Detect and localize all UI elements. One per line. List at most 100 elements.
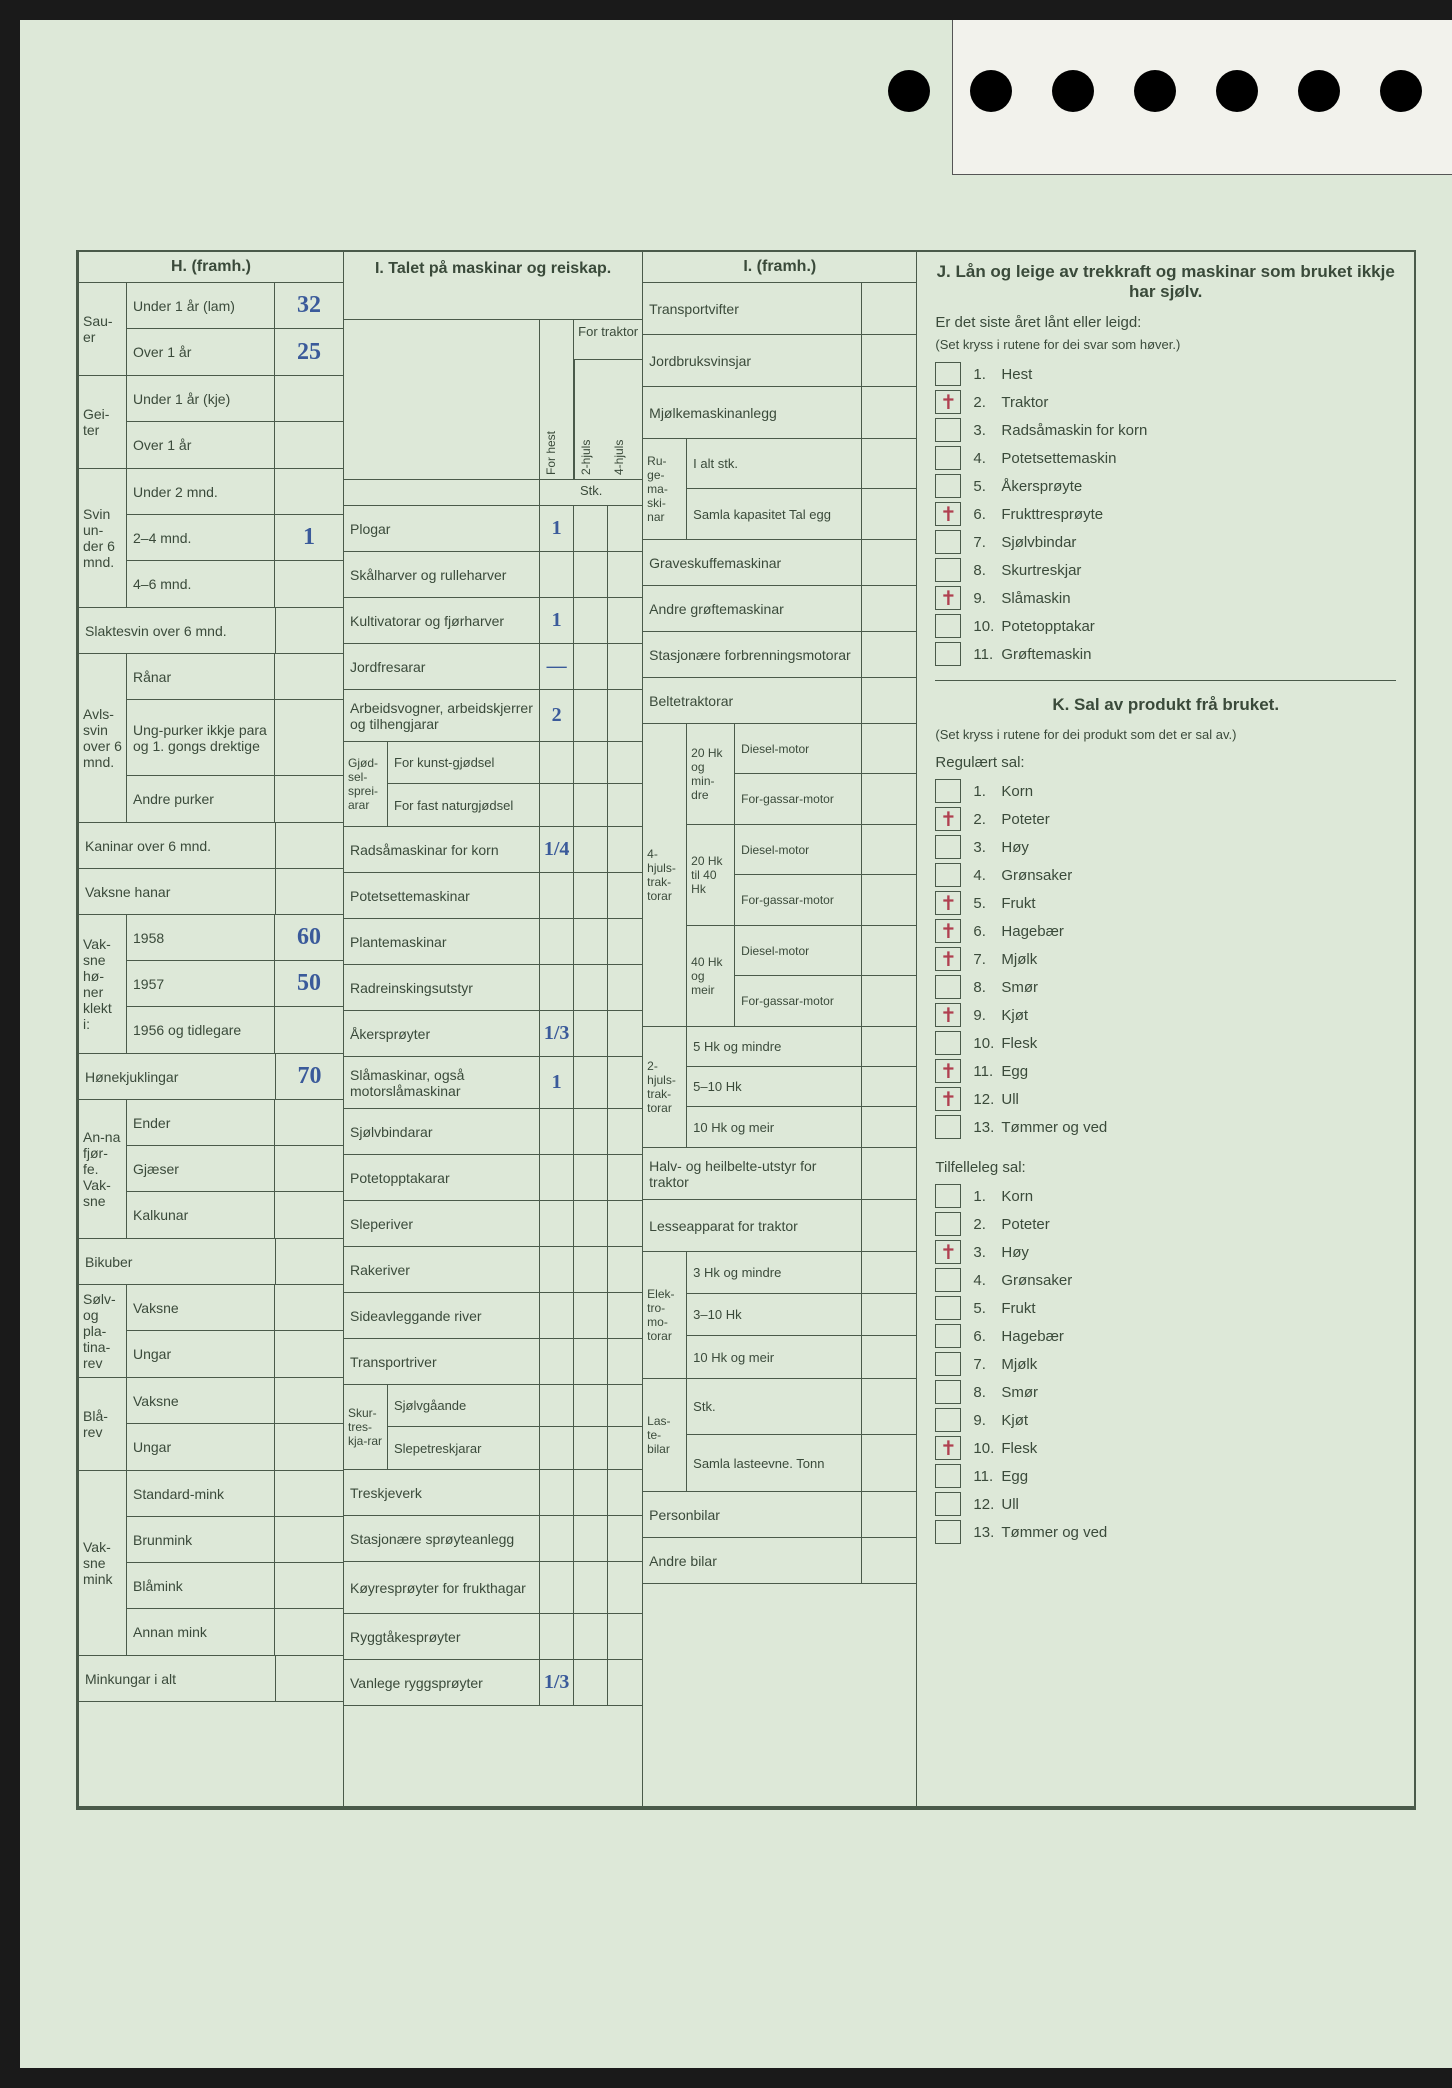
checkbox[interactable] bbox=[935, 863, 961, 887]
checkbox[interactable] bbox=[935, 1408, 961, 1432]
h-label: Under 2 mnd. bbox=[127, 469, 275, 514]
i-val bbox=[540, 784, 574, 826]
checkbox[interactable] bbox=[935, 1324, 961, 1348]
checkbox[interactable] bbox=[935, 446, 961, 470]
h-side-label: Sølv- og pla-tina-rev bbox=[79, 1285, 127, 1377]
i-val bbox=[540, 965, 574, 1010]
i-subgroup: Skur-tres-kja-rarSjølvgåande Slepetreskj… bbox=[344, 1385, 642, 1470]
checklist-label: Frukt bbox=[1001, 895, 1035, 912]
checklist-label: Åkersprøyte bbox=[1001, 478, 1082, 495]
checkbox[interactable] bbox=[935, 1520, 961, 1544]
i-label: Kultivatorar og fjørharver bbox=[344, 598, 540, 643]
h-row: Kaninar over 6 mnd. bbox=[79, 823, 343, 869]
checkbox[interactable]: ✝ bbox=[935, 502, 961, 526]
checkbox[interactable] bbox=[935, 835, 961, 859]
checkbox[interactable] bbox=[935, 779, 961, 803]
h-label: Kalkunar bbox=[127, 1192, 275, 1238]
i2-group: Las-te-bilarStk. Samla lasteevne. Tonn bbox=[643, 1379, 916, 1492]
h-label: Brunmink bbox=[127, 1517, 275, 1562]
checkbox[interactable] bbox=[935, 1464, 961, 1488]
h-group: Gei-terUnder 1 år (kje) Over 1 år bbox=[79, 376, 343, 469]
checkbox[interactable] bbox=[935, 530, 961, 554]
h-group: Sau-erUnder 1 år (lam) 32Over 1 år 25 bbox=[79, 283, 343, 376]
checklist-number: 13. bbox=[973, 1524, 1001, 1541]
checkbox[interactable] bbox=[935, 642, 961, 666]
i-sub-label: For fast naturgjødsel bbox=[388, 784, 540, 826]
h-label: 4–6 mnd. bbox=[127, 561, 275, 607]
checkbox[interactable] bbox=[935, 558, 961, 582]
checklist-number: 9. bbox=[973, 1007, 1001, 1024]
k-reg-head: Regulært sal: bbox=[935, 754, 1396, 771]
checkbox[interactable] bbox=[935, 975, 961, 999]
i2-val bbox=[862, 632, 916, 677]
i-val bbox=[540, 1562, 574, 1613]
checklist-number: 7. bbox=[973, 1356, 1001, 1373]
i-label: Sleperiver bbox=[344, 1201, 540, 1246]
checklist-label: Hest bbox=[1001, 366, 1032, 383]
checklist-label: Smør bbox=[1001, 1384, 1038, 1401]
i-val bbox=[574, 1516, 608, 1561]
checklist-number: 3. bbox=[973, 422, 1001, 439]
i2-label: Andre grøftemaskinar bbox=[643, 586, 862, 631]
checkbox[interactable]: ✝ bbox=[935, 1087, 961, 1111]
checkbox[interactable]: ✝ bbox=[935, 390, 961, 414]
checkbox[interactable]: ✝ bbox=[935, 947, 961, 971]
checkbox[interactable] bbox=[935, 1352, 961, 1376]
h-label: Vaksne hanar bbox=[79, 869, 276, 914]
i-col-2hjuls: 2-hjuls bbox=[574, 360, 608, 479]
checkbox[interactable] bbox=[935, 1031, 961, 1055]
i-val bbox=[574, 1247, 608, 1292]
h-label: Over 1 år bbox=[127, 329, 275, 375]
checkbox[interactable]: ✝ bbox=[935, 1240, 961, 1264]
checklist-item: 9. Kjøt bbox=[935, 1408, 1396, 1432]
checkbox[interactable] bbox=[935, 1268, 961, 1292]
checkbox[interactable]: ✝ bbox=[935, 891, 961, 915]
checkbox[interactable]: ✝ bbox=[935, 1003, 961, 1027]
i2-val bbox=[862, 1379, 916, 1434]
checkbox[interactable] bbox=[935, 1115, 961, 1139]
i2-side: 4-hjuls-trak-torar bbox=[643, 724, 687, 1026]
checkbox[interactable] bbox=[935, 474, 961, 498]
checkbox[interactable] bbox=[935, 418, 961, 442]
checklist-number: 9. bbox=[973, 590, 1001, 607]
checkbox[interactable] bbox=[935, 1492, 961, 1516]
checklist-label: Frukt bbox=[1001, 1300, 1035, 1317]
checklist-label: Mjølk bbox=[1001, 1356, 1037, 1373]
checkbox[interactable]: ✝ bbox=[935, 919, 961, 943]
i2-side: Las-te-bilar bbox=[643, 1379, 687, 1491]
h-label: 1956 og tidlegare bbox=[127, 1007, 275, 1053]
checklist-label: Egg bbox=[1001, 1468, 1028, 1485]
i-row: Transportriver bbox=[344, 1339, 642, 1385]
checkbox[interactable]: ✝ bbox=[935, 1059, 961, 1083]
checkbox[interactable] bbox=[935, 362, 961, 386]
checkbox[interactable] bbox=[935, 1380, 961, 1404]
checklist-label: Høy bbox=[1001, 839, 1029, 856]
checkbox[interactable] bbox=[935, 614, 961, 638]
i-label: Rakeriver bbox=[344, 1247, 540, 1292]
i-val: 1 bbox=[540, 598, 574, 643]
i-label: Treskjeverk bbox=[344, 1470, 540, 1515]
i-val bbox=[540, 1201, 574, 1246]
checklist-number: 6. bbox=[973, 1328, 1001, 1345]
checkbox[interactable]: ✝ bbox=[935, 586, 961, 610]
i-val bbox=[608, 1011, 642, 1056]
i-val bbox=[608, 598, 642, 643]
checkbox[interactable] bbox=[935, 1296, 961, 1320]
i2-val bbox=[862, 1435, 916, 1491]
checklist-number: 11. bbox=[973, 646, 1001, 663]
checklist-number: 8. bbox=[973, 1384, 1001, 1401]
i-val bbox=[574, 1660, 608, 1705]
h-label: Ungar bbox=[127, 1424, 275, 1470]
i-label: Stasjonære sprøyteanlegg bbox=[344, 1516, 540, 1561]
h-label: Vaksne bbox=[127, 1378, 275, 1423]
checkbox[interactable]: ✝ bbox=[935, 1436, 961, 1460]
i-val bbox=[574, 1562, 608, 1613]
i2-val bbox=[862, 1067, 916, 1106]
checkbox[interactable]: ✝ bbox=[935, 807, 961, 831]
checklist-number: 4. bbox=[973, 1272, 1001, 1289]
i-row: Radsåmaskinar for korn 1/4 bbox=[344, 827, 642, 873]
checkbox[interactable] bbox=[935, 1212, 961, 1236]
h-label: Ender bbox=[127, 1100, 275, 1145]
checkbox[interactable] bbox=[935, 1184, 961, 1208]
checklist-number: 10. bbox=[973, 618, 1001, 635]
